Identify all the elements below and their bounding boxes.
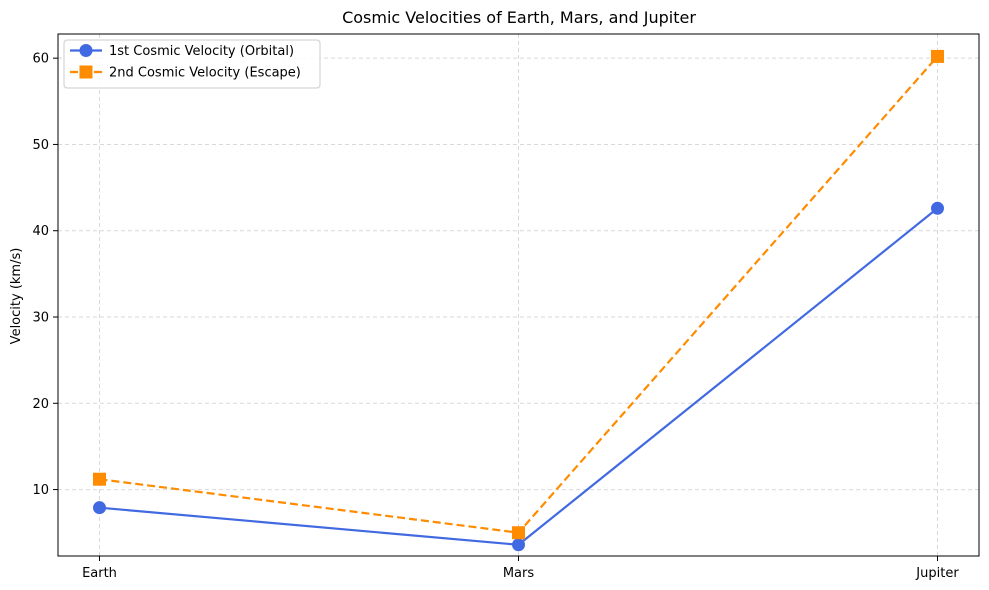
y-tick-label: 40 bbox=[32, 224, 49, 239]
data-point-marker bbox=[931, 49, 944, 63]
legend-marker bbox=[79, 44, 93, 57]
legend-marker bbox=[79, 65, 93, 79]
series-2 bbox=[93, 49, 944, 540]
legend-entry-1: 1st Cosmic Velocity (Orbital) bbox=[70, 44, 294, 59]
y-tick-label: 30 bbox=[32, 311, 49, 326]
series-layer bbox=[93, 49, 944, 552]
legend-frame bbox=[63, 39, 321, 89]
y-tick-label: 60 bbox=[32, 52, 49, 67]
y-tick-label: 50 bbox=[32, 138, 49, 153]
data-point-marker bbox=[512, 526, 525, 540]
legend: 1st Cosmic Velocity (Orbital) 2nd Cosmic … bbox=[63, 39, 321, 89]
y-tick-label: 20 bbox=[32, 397, 49, 412]
y-tick-label: 10 bbox=[32, 483, 49, 498]
data-point-marker bbox=[512, 538, 525, 552]
data-point-marker bbox=[93, 501, 106, 515]
axis-ticks: Earth Mars Jupiter 10 20 30 40 50 60 bbox=[32, 52, 959, 581]
x-tick-label: Mars bbox=[503, 566, 535, 581]
legend-label: 2nd Cosmic Velocity (Escape) bbox=[109, 66, 301, 81]
data-point-marker bbox=[931, 201, 944, 215]
chart-title: Cosmic Velocities of Earth, Mars, and Ju… bbox=[342, 8, 696, 27]
series-1 bbox=[93, 201, 944, 552]
legend-label: 1st Cosmic Velocity (Orbital) bbox=[109, 44, 294, 59]
grid-lines bbox=[58, 34, 979, 556]
data-point-marker bbox=[93, 472, 106, 486]
x-tick-label: Earth bbox=[82, 566, 117, 581]
legend-entry-2: 2nd Cosmic Velocity (Escape) bbox=[70, 65, 301, 81]
y-axis-label: Velocity (km/s) bbox=[9, 248, 24, 345]
x-tick-label: Jupiter bbox=[915, 566, 959, 581]
